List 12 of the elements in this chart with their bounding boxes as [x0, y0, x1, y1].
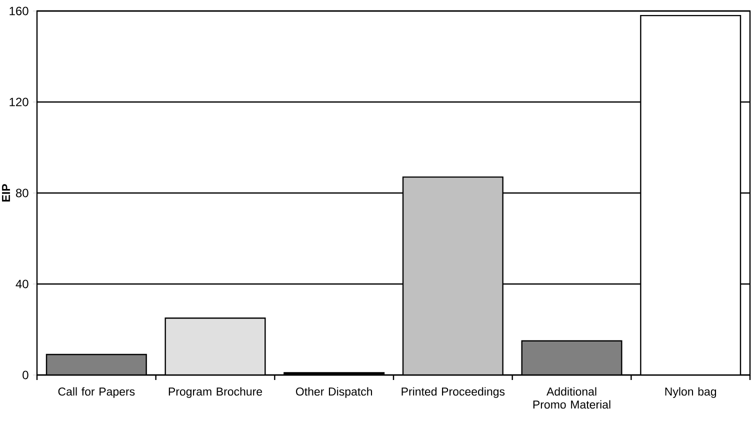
x-tick-label: Call for Papers	[58, 387, 135, 398]
x-tick-label: Program Brochure	[168, 387, 262, 398]
x-tick-label: Other Dispatch	[296, 387, 372, 398]
x-tick-label: Printed Proceedings	[402, 387, 505, 398]
y-tick-label: 160	[10, 6, 28, 16]
y-tick-label: 80	[16, 188, 28, 198]
y-tick-label: 0	[22, 370, 28, 380]
x-tick-label: Additional Promo Material	[533, 387, 610, 409]
y-axis-title: EIP	[2, 184, 10, 202]
y-tick-label: 120	[10, 98, 28, 106]
y-tick-label: 40	[16, 280, 28, 288]
x-tick-label: Nylon bag	[665, 387, 716, 398]
